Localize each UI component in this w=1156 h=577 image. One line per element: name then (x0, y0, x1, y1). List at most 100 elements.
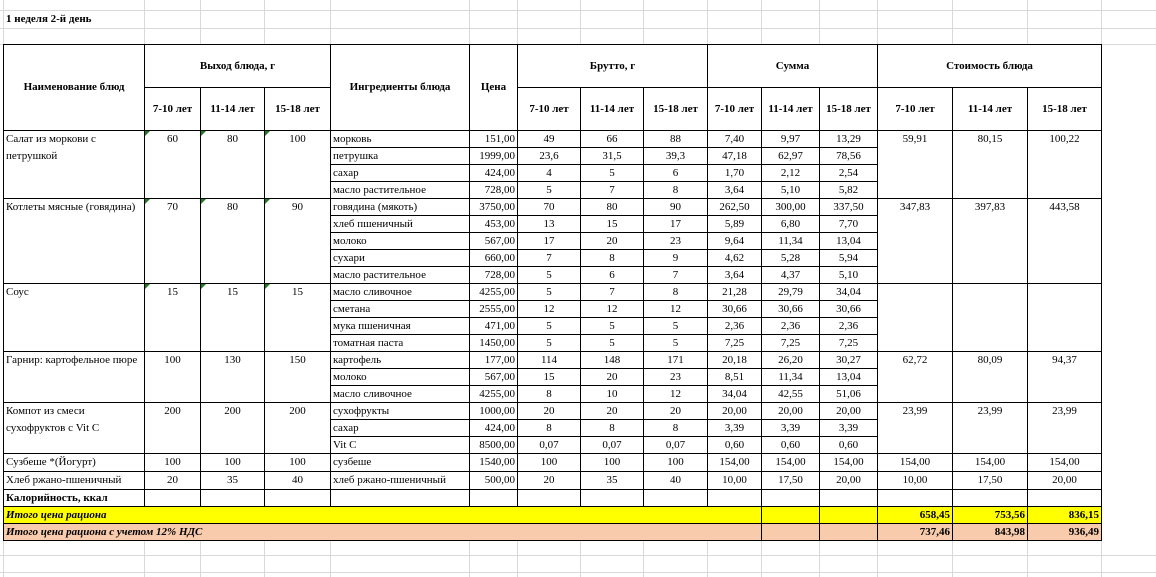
dish-yield[interactable]: 70 (144, 198, 201, 284)
header-brutto-age-2[interactable]: 11-14 лет (580, 87, 644, 131)
ingredient-brutto[interactable]: 12 (643, 385, 708, 403)
dish-yield[interactable]: 200 (264, 402, 331, 454)
ingredient-brutto[interactable]: 0,07 (580, 436, 644, 454)
calories-cell[interactable] (952, 489, 1028, 507)
ingredient-sum[interactable]: 5,94 (819, 249, 878, 267)
empty-cell[interactable] (761, 523, 820, 541)
ingredient-sum[interactable]: 21,28 (707, 283, 762, 301)
ingredient-sum[interactable]: 154,00 (707, 453, 762, 472)
ingredient-sum[interactable]: 7,25 (707, 334, 762, 352)
calories-cell[interactable] (330, 489, 470, 507)
calories-cell[interactable] (200, 489, 265, 507)
ingredient-name[interactable]: хлеб пшеничный (330, 215, 470, 233)
ingredient-sum[interactable]: 42,55 (761, 385, 820, 403)
ingredient-sum[interactable]: 51,06 (819, 385, 878, 403)
ingredient-name[interactable]: сахар (330, 164, 470, 182)
ingredient-sum[interactable]: 4,62 (707, 249, 762, 267)
ingredient-sum[interactable]: 262,50 (707, 198, 762, 216)
total-vat-label[interactable]: Итого цена рациона с учетом 12% НДС (3, 523, 762, 541)
header-yield-age-2[interactable]: 11-14 лет (200, 87, 265, 131)
ingredient-sum[interactable]: 0,60 (819, 436, 878, 454)
calories-cell[interactable] (819, 489, 878, 507)
ingredient-sum[interactable]: 1,70 (707, 164, 762, 182)
dish-yield[interactable]: 90 (264, 198, 331, 284)
ingredient-brutto[interactable]: 23 (643, 368, 708, 386)
dish-cost[interactable]: 100,22 (1027, 130, 1102, 199)
header-price[interactable]: Цена (469, 44, 518, 131)
ingredient-price[interactable]: 500,00 (469, 471, 518, 490)
total-vat-value[interactable]: 843,98 (952, 523, 1028, 541)
calories-cell[interactable] (144, 489, 201, 507)
dish-cost[interactable] (1027, 283, 1102, 352)
dish-cost[interactable]: 443,58 (1027, 198, 1102, 284)
ingredient-sum[interactable]: 20,18 (707, 351, 762, 369)
ingredient-sum[interactable]: 34,04 (707, 385, 762, 403)
ingredient-brutto[interactable]: 8 (517, 385, 581, 403)
ingredient-brutto[interactable]: 7 (580, 283, 644, 301)
dish-cost[interactable]: 20,00 (1027, 471, 1102, 490)
ingredient-sum[interactable]: 7,25 (761, 334, 820, 352)
dish-name[interactable]: Сузбеше *(Йогурт) (3, 453, 145, 472)
total-value[interactable]: 658,45 (877, 506, 953, 524)
ingredient-brutto[interactable]: 100 (517, 453, 581, 472)
calories-cell[interactable] (580, 489, 644, 507)
ingredient-sum[interactable]: 20,00 (819, 471, 878, 490)
ingredient-name[interactable]: мука пшеничная (330, 317, 470, 335)
ingredient-brutto[interactable]: 23 (643, 232, 708, 250)
ingredient-sum[interactable]: 26,20 (761, 351, 820, 369)
ingredient-name[interactable]: томатная паста (330, 334, 470, 352)
ingredient-sum[interactable]: 10,00 (707, 471, 762, 490)
dish-yield[interactable]: 150 (264, 351, 331, 403)
calories-cell[interactable] (707, 489, 762, 507)
dish-yield[interactable]: 60 (144, 130, 201, 199)
ingredient-brutto[interactable]: 90 (643, 198, 708, 216)
ingredient-sum[interactable]: 337,50 (819, 198, 878, 216)
dish-yield[interactable]: 100 (264, 453, 331, 472)
total-label[interactable]: Итого цена рациона (3, 506, 762, 524)
ingredient-brutto[interactable]: 0,07 (643, 436, 708, 454)
ingredient-brutto[interactable]: 4 (517, 164, 581, 182)
ingredient-price[interactable]: 453,00 (469, 215, 518, 233)
ingredient-name[interactable]: масло сливочное (330, 283, 470, 301)
ingredient-name[interactable]: говядина (мякоть) (330, 198, 470, 216)
ingredient-name[interactable]: сметана (330, 300, 470, 318)
header-yield-age-1[interactable]: 7-10 лет (144, 87, 201, 131)
ingredient-name[interactable]: картофель (330, 351, 470, 369)
ingredient-price[interactable]: 660,00 (469, 249, 518, 267)
ingredient-sum[interactable]: 3,64 (707, 266, 762, 284)
ingredient-sum[interactable]: 154,00 (761, 453, 820, 472)
dish-yield[interactable]: 100 (144, 453, 201, 472)
ingredient-brutto[interactable]: 6 (580, 266, 644, 284)
header-dish-name[interactable]: Наименование блюд (3, 44, 145, 131)
ingredient-sum[interactable]: 2,12 (761, 164, 820, 182)
header-sum-age-1[interactable]: 7-10 лет (707, 87, 762, 131)
ingredient-brutto[interactable]: 35 (580, 471, 644, 490)
ingredient-name[interactable]: Vit C (330, 436, 470, 454)
ingredient-sum[interactable]: 20,00 (819, 402, 878, 420)
header-cost-age-1[interactable]: 7-10 лет (877, 87, 953, 131)
dish-cost[interactable]: 17,50 (952, 471, 1028, 490)
calories-cell[interactable] (761, 489, 820, 507)
total-vat-value[interactable]: 737,46 (877, 523, 953, 541)
dish-yield[interactable]: 35 (200, 471, 265, 490)
dish-yield[interactable]: 100 (144, 351, 201, 403)
ingredient-sum[interactable]: 5,82 (819, 181, 878, 199)
ingredient-price[interactable]: 3750,00 (469, 198, 518, 216)
header-cost-age-2[interactable]: 11-14 лет (952, 87, 1028, 131)
ingredient-name[interactable]: сухари (330, 249, 470, 267)
ingredient-brutto[interactable]: 5 (580, 164, 644, 182)
ingredient-price[interactable]: 1540,00 (469, 453, 518, 472)
total-value[interactable]: 836,15 (1027, 506, 1102, 524)
ingredient-brutto[interactable]: 5 (643, 334, 708, 352)
ingredient-brutto[interactable]: 8 (643, 419, 708, 437)
dish-cost[interactable]: 154,00 (1027, 453, 1102, 472)
ingredient-price[interactable]: 728,00 (469, 266, 518, 284)
ingredient-brutto[interactable]: 17 (643, 215, 708, 233)
calories-cell[interactable] (643, 489, 708, 507)
ingredient-brutto[interactable]: 5 (580, 317, 644, 335)
ingredient-sum[interactable]: 2,36 (819, 317, 878, 335)
calories-cell[interactable] (517, 489, 581, 507)
header-yield[interactable]: Выход блюда, г (144, 44, 331, 88)
calories-label[interactable]: Калорийность, ккал (3, 489, 145, 507)
ingredient-brutto[interactable]: 5 (580, 334, 644, 352)
